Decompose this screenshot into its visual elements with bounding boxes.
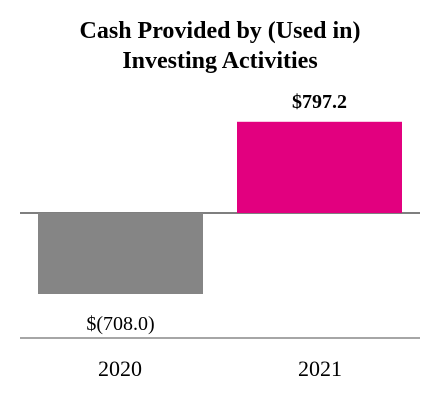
chart-title: Cash Provided by (Used in) Investing Act… <box>0 16 440 76</box>
value-label-2021: $797.2 <box>292 91 347 113</box>
chart-title-line-1: Cash Provided by (Used in) <box>79 18 361 44</box>
x-tick-label-2020: 2020 <box>98 356 142 381</box>
x-tick-label-2021: 2021 <box>298 356 342 381</box>
bar-2020 <box>38 213 203 294</box>
chart-title-line-2: Investing Activities <box>122 48 318 74</box>
value-label-2020: $(708.0) <box>86 313 154 335</box>
bar-2021 <box>237 121 402 213</box>
